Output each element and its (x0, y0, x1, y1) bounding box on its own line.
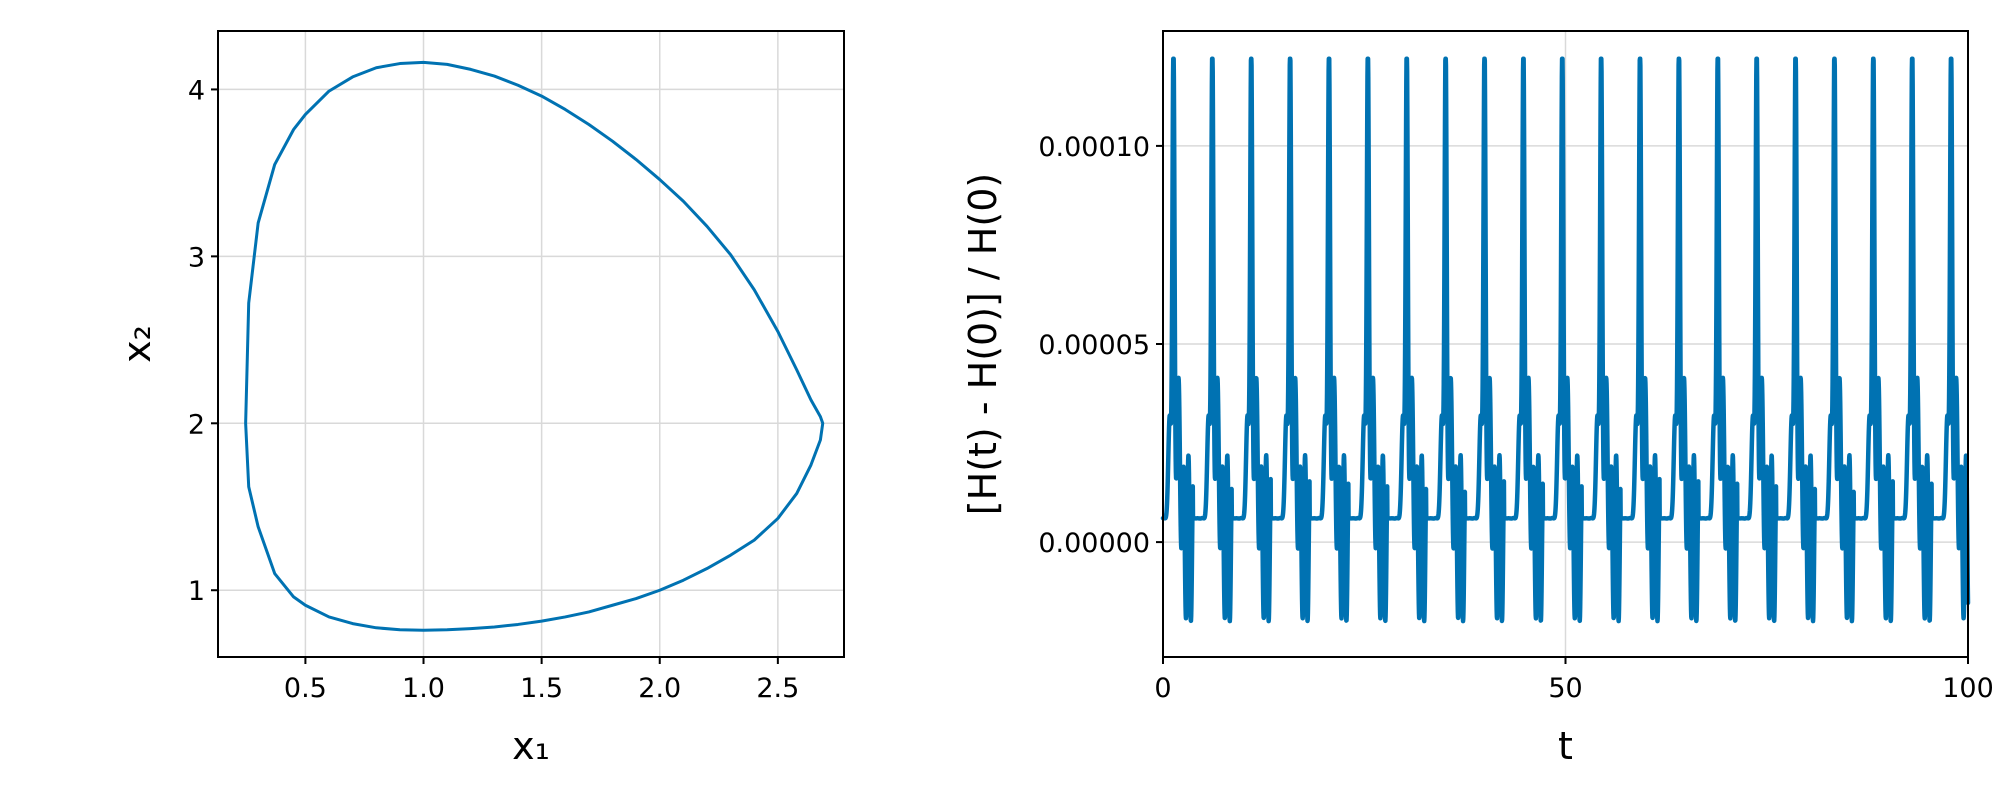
phase-portrait-x-tick-label: 2.0 (638, 673, 681, 704)
phase-portrait-x-tick-label: 2.5 (756, 673, 799, 704)
energy-error-panel: 0 50 100 0.00000 0.00005 0.00010 t [H(t) - H(… (961, 30, 1994, 768)
phase-portrait-frame (217, 30, 845, 658)
phase-portrait-y-tick-label: 4 (188, 75, 205, 106)
energy-error-y-tick-label: 0.00000 (1038, 528, 1150, 559)
phase-portrait-x-tick-label: 1.0 (402, 673, 445, 704)
phase-portrait-y-label: x₂ (115, 325, 159, 363)
energy-error-ticks: 0 50 100 0.00000 0.00005 0.00010 (1038, 132, 1993, 704)
energy-error-y-tick-label: 0.00005 (1038, 330, 1150, 361)
energy-error-y-label: [H(t) - H(0)] / H(0) (961, 173, 1005, 515)
phase-portrait-panel: 0.5 1.0 1.5 2.0 2.5 1 2 3 4 x₁ x₂ (115, 30, 845, 768)
phase-portrait-x-tick-label: 1.5 (520, 673, 563, 704)
phase-portrait-y-tick-label: 1 (188, 576, 205, 607)
energy-error-x-tick-label: 100 (1942, 673, 1994, 704)
phase-portrait-x-tick-label: 0.5 (284, 673, 327, 704)
energy-error-x-tick-label: 0 (1154, 673, 1171, 704)
energy-error-y-tick-label: 0.00010 (1038, 132, 1150, 163)
energy-error-x-label: t (1558, 724, 1573, 768)
phase-portrait-ticks: 0.5 1.0 1.5 2.0 2.5 1 2 3 4 (188, 75, 800, 704)
phase-portrait-y-tick-label: 2 (188, 409, 205, 440)
energy-error-curve (1160, 56, 1971, 624)
phase-portrait-x-label: x₁ (512, 724, 550, 768)
phase-portrait-y-tick-label: 3 (188, 242, 205, 273)
phase-portrait-curve (244, 60, 825, 632)
phase-portrait-grid (218, 31, 844, 657)
energy-error-x-tick-label: 50 (1548, 673, 1582, 704)
